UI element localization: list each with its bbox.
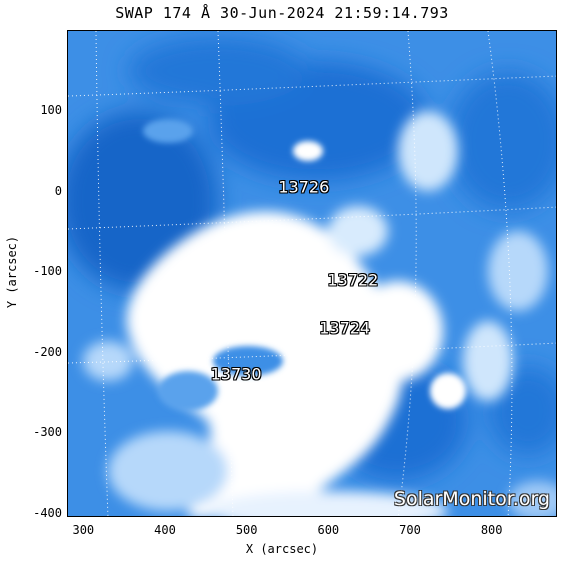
y-tick-label: 100 [40, 103, 62, 118]
y-tick-label: -100 [33, 264, 62, 279]
y-tick-label: 0 [54, 183, 62, 198]
active-region-label: 13726 [278, 177, 330, 197]
solar-image-frame[interactable] [67, 30, 557, 517]
y-tick-label: -300 [33, 425, 62, 440]
x-tick-label: 700 [399, 523, 421, 537]
heliographic-grid [68, 31, 556, 516]
fine-structure [143, 119, 466, 411]
x-axis-label: X (arcsec) [245, 542, 319, 556]
solar-image [68, 31, 556, 516]
y-tick-label: -400 [33, 505, 62, 520]
image-title: SWAP 174 Å 30-Jun-2024 21:59:14.793 [115, 4, 449, 22]
x-tick-label: 800 [480, 523, 503, 537]
y-axis-label: Y (arcsec) [5, 235, 19, 309]
x-tick-label: 300 [72, 523, 95, 537]
active-region-label: 13724 [319, 318, 371, 338]
y-tick-label: -200 [33, 344, 62, 359]
watermark-text: SolarMonitor.org [393, 488, 550, 510]
x-tick-label: 500 [235, 523, 258, 537]
active-region-label: 13722 [327, 270, 379, 290]
x-tick-label: 600 [317, 523, 340, 537]
active-region-label: 13730 [210, 364, 262, 384]
x-tick-label: 400 [154, 523, 176, 537]
